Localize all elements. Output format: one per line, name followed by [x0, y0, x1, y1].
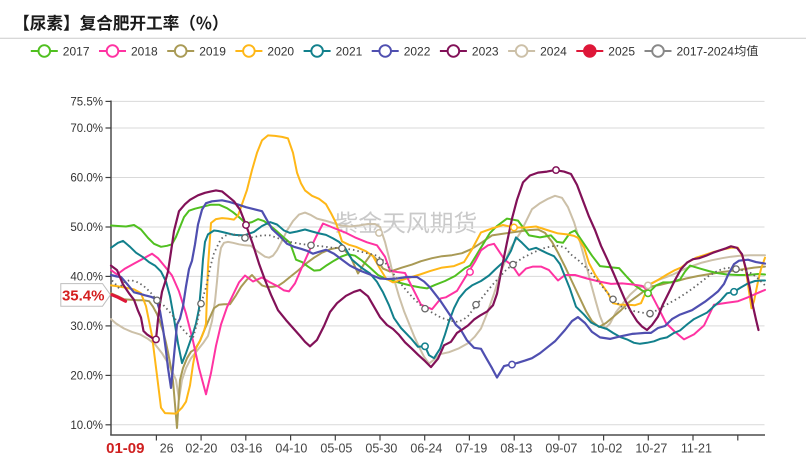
svg-text:50.0%: 50.0% — [70, 222, 103, 234]
svg-text:2024: 2024 — [540, 44, 567, 58]
svg-text:35.4%: 35.4% — [62, 288, 105, 305]
svg-text:05-05: 05-05 — [320, 442, 352, 456]
svg-text:2019: 2019 — [199, 44, 226, 58]
svg-text:07-19: 07-19 — [455, 442, 487, 456]
svg-text:2018: 2018 — [131, 44, 158, 58]
svg-text:10.0%: 10.0% — [70, 420, 103, 432]
svg-text:40.0%: 40.0% — [70, 271, 103, 283]
svg-text:05-30: 05-30 — [365, 442, 397, 456]
svg-text:02-20: 02-20 — [185, 442, 217, 456]
svg-text:10-02: 10-02 — [590, 442, 622, 456]
svg-text:06-24: 06-24 — [410, 442, 442, 456]
svg-text:01-09: 01-09 — [106, 440, 144, 457]
svg-text:30.0%: 30.0% — [70, 321, 103, 333]
svg-text:20.0%: 20.0% — [70, 370, 103, 382]
svg-text:26: 26 — [160, 442, 174, 456]
svg-text:2021: 2021 — [336, 44, 363, 58]
svg-text:04-10: 04-10 — [275, 442, 307, 456]
svg-text:70.0%: 70.0% — [70, 123, 103, 135]
svg-text:2017-2024: 2017-2024 — [677, 44, 735, 58]
svg-text:2023: 2023 — [472, 44, 499, 58]
svg-text:09-07: 09-07 — [545, 442, 577, 456]
svg-text:60.0%: 60.0% — [70, 173, 103, 185]
svg-text:11-21: 11-21 — [681, 442, 712, 456]
svg-text:03-16: 03-16 — [230, 442, 262, 456]
svg-text:08-13: 08-13 — [500, 442, 532, 456]
svg-text:75.5%: 75.5% — [70, 96, 103, 108]
svg-text:2022: 2022 — [404, 44, 431, 58]
svg-text:2025: 2025 — [608, 44, 635, 58]
svg-text:2017: 2017 — [63, 44, 90, 58]
svg-text:2020: 2020 — [267, 44, 294, 58]
svg-text:10-27: 10-27 — [635, 442, 667, 456]
